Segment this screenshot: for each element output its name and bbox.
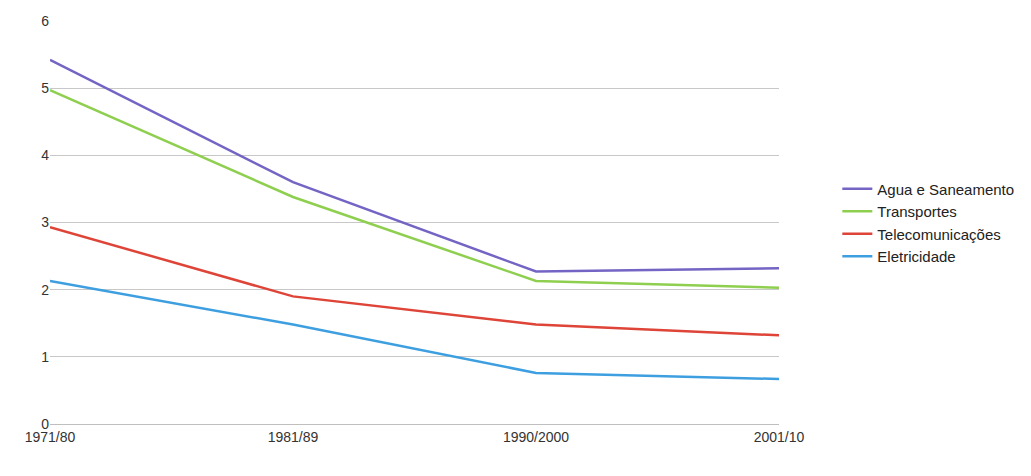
- svg-text:2001/10: 2001/10: [754, 429, 805, 445]
- svg-text:Transportes: Transportes: [877, 203, 956, 220]
- svg-text:Agua e Saneamento: Agua e Saneamento: [877, 181, 1014, 198]
- svg-text:2: 2: [41, 282, 49, 298]
- svg-text:0: 0: [41, 416, 49, 432]
- svg-text:1971/80: 1971/80: [25, 429, 76, 445]
- svg-text:1981/89: 1981/89: [268, 429, 319, 445]
- svg-text:1: 1: [41, 349, 49, 365]
- svg-text:1990/2000: 1990/2000: [503, 429, 569, 445]
- svg-text:5: 5: [41, 80, 49, 96]
- svg-text:3: 3: [41, 214, 49, 230]
- svg-text:Telecomunicações: Telecomunicações: [877, 226, 1000, 243]
- svg-text:Eletricidade: Eletricidade: [877, 248, 955, 265]
- svg-text:4: 4: [41, 147, 49, 163]
- svg-text:6: 6: [41, 13, 49, 29]
